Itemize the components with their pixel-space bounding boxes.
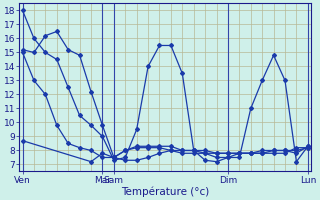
X-axis label: Température (°c): Température (°c) [121, 186, 209, 197]
